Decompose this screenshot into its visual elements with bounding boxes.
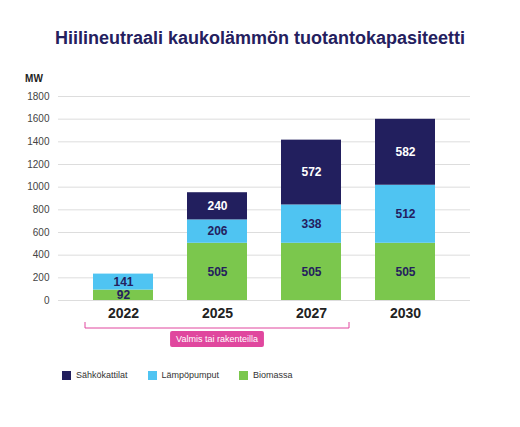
svg-text:1200: 1200 <box>27 159 50 170</box>
svg-text:2027: 2027 <box>296 305 327 321</box>
html-text:Hiilineutraali kaukolämmön tuo: Hiilineutraali kaukolämmön tuotantokapas… <box>55 28 465 48</box>
html-text:Lämpöpumput: Lämpöpumput <box>161 370 220 380</box>
svg-text:582: 582 <box>395 145 415 159</box>
svg-text:505: 505 <box>395 265 415 279</box>
svg-text:0: 0 <box>44 295 50 306</box>
svg-text:206: 206 <box>207 224 227 238</box>
svg-text:2030: 2030 <box>390 305 421 321</box>
svg-text:400: 400 <box>33 249 50 260</box>
html-text:Sähkökattilat: Sähkökattilat <box>76 370 128 380</box>
svg-text:92: 92 <box>117 288 131 302</box>
svg-text:600: 600 <box>33 227 50 238</box>
svg-text:800: 800 <box>33 204 50 215</box>
svg-text:240: 240 <box>207 199 227 213</box>
svg-text:1600: 1600 <box>27 113 50 124</box>
svg-text:MW: MW <box>25 73 43 84</box>
svg-text:1400: 1400 <box>27 136 50 147</box>
svg-text:1000: 1000 <box>27 181 50 192</box>
svg-text:1800: 1800 <box>27 91 50 102</box>
svg-text:2022: 2022 <box>108 305 139 321</box>
svg-text:572: 572 <box>301 165 321 179</box>
svg-text:2025: 2025 <box>202 305 233 321</box>
svg-text:338: 338 <box>301 217 321 231</box>
svg-text:505: 505 <box>207 265 227 279</box>
html-text:Biomassa: Biomassa <box>253 370 293 380</box>
svg-text:200: 200 <box>33 272 50 283</box>
svg-text:512: 512 <box>395 207 415 221</box>
svg-text:Valmis tai rakenteilla: Valmis tai rakenteilla <box>176 334 258 344</box>
svg-text:505: 505 <box>301 265 321 279</box>
svg-text:141: 141 <box>113 275 133 289</box>
